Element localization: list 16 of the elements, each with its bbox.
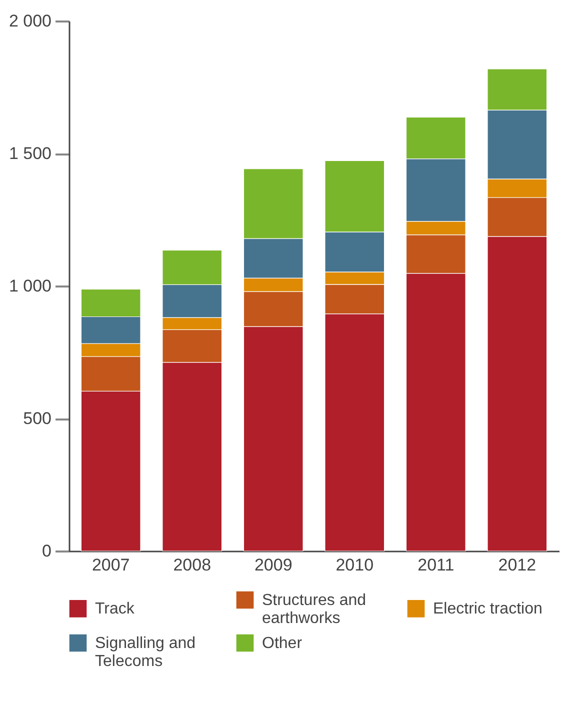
x-tick-label: 2009 [254, 556, 292, 574]
y-tick-label: 1 500 [8, 144, 52, 163]
x-tick-label: 2011 [418, 556, 454, 574]
legend-label: Electric traction [433, 600, 542, 618]
legend-label: Other [262, 635, 303, 652]
y-tick-label: 0 [42, 542, 52, 560]
x-tick-label: 2012 [498, 556, 536, 574]
y-tick-label: 500 [23, 409, 52, 428]
legend-label: Signalling and Telecoms [95, 635, 196, 670]
legend-label: Structures and earthworks [262, 592, 366, 627]
y-tick-label: 2 000 [8, 12, 52, 30]
x-tick-label: 2007 [92, 556, 130, 574]
legend-label: Track [95, 600, 136, 618]
y-tick-label: 1 000 [8, 276, 52, 296]
x-tick-label: 2008 [173, 556, 212, 574]
x-tick-label: 2010 [336, 556, 374, 574]
